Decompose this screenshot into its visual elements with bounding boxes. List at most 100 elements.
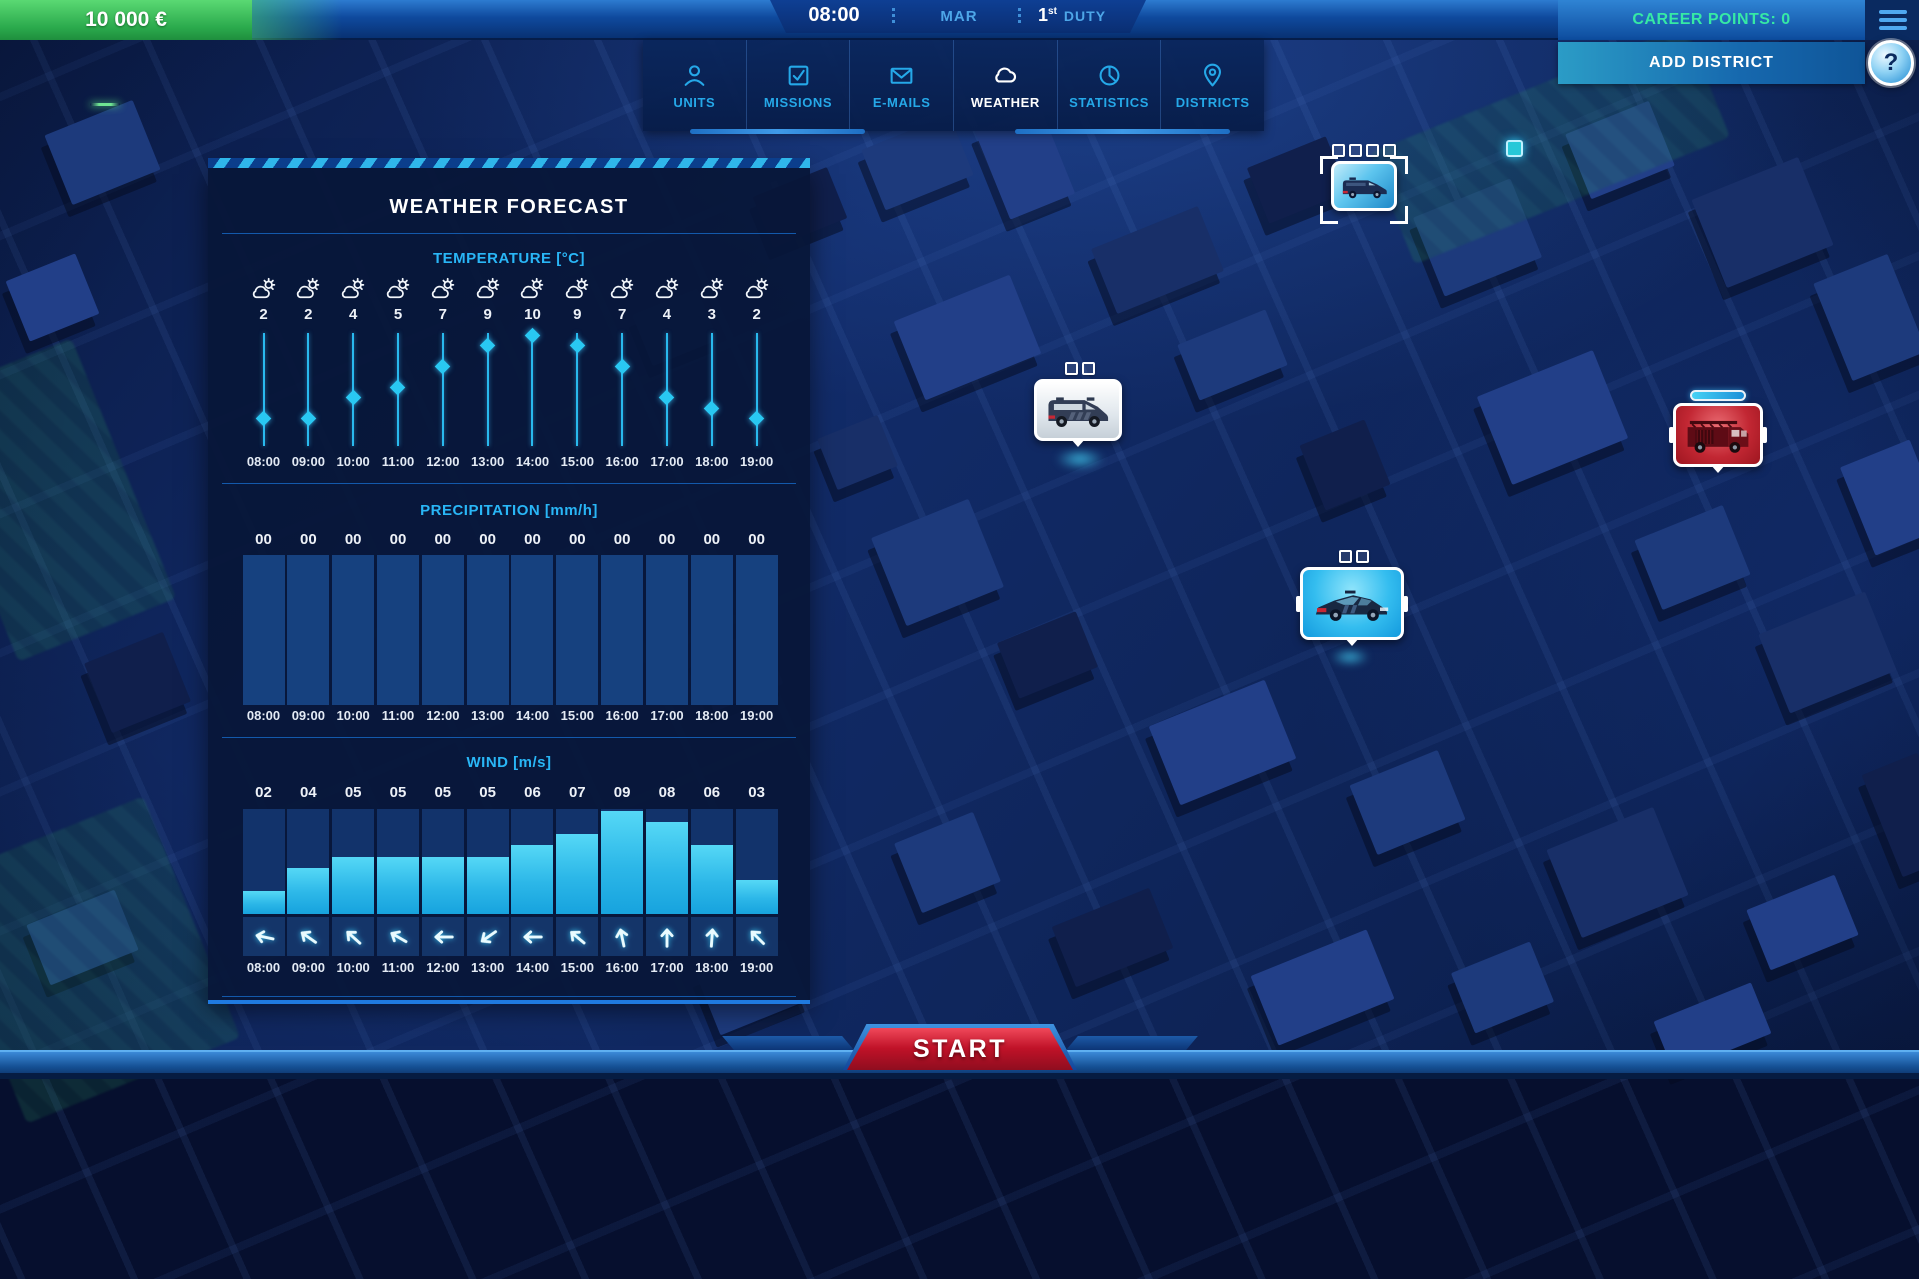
partly-cloudy-icon [609, 276, 636, 308]
wind-bar [332, 856, 375, 914]
money-value: 10 000 € [85, 8, 167, 31]
person-icon [684, 64, 705, 86]
temperature-value: 9 [483, 306, 492, 323]
temperature-slider[interactable] [621, 333, 624, 446]
checkbox-icon [788, 65, 808, 85]
temperature-slider[interactable] [352, 333, 355, 446]
temperature-slider[interactable] [710, 333, 713, 446]
temperature-value: 7 [438, 306, 447, 323]
start-button[interactable]: START [847, 1028, 1073, 1070]
tab-missions[interactable]: MISSIONS [747, 40, 851, 131]
temperature-slider[interactable] [531, 333, 534, 446]
wind-bar [287, 868, 330, 914]
wind-bar [376, 856, 419, 914]
temperature-slider[interactable] [441, 333, 444, 446]
precipitation-bar [242, 555, 285, 705]
time-label: 14:00 [515, 708, 550, 723]
menu-icon[interactable] [1879, 10, 1907, 30]
precipitation-bar [601, 555, 644, 705]
wind-direction-cell [690, 917, 733, 956]
unit-marker-box [1296, 567, 1408, 646]
wind-bar [735, 879, 778, 914]
time-label: 13:00 [471, 454, 505, 469]
temperature-marker [390, 379, 406, 396]
marker-notch [1296, 595, 1301, 612]
time-label: 19:00 [740, 454, 774, 469]
wind-arrow-icon [390, 929, 408, 943]
precipitation-section-title: PRECIPITATION [mm/h] [420, 502, 598, 519]
temperature-marker [300, 410, 317, 427]
top-hud-bar: 10 000 € 08:00 MAR 1st DUTY CAREER POINTS… [0, 0, 1919, 40]
wind-arrow-icon [434, 929, 454, 944]
time-label: 10:00 [336, 960, 370, 975]
precipitation-value: 00 [344, 531, 362, 548]
decor-glow-line [90, 103, 120, 106]
precipitation-bar [287, 555, 330, 705]
wind-value: 07 [568, 784, 586, 801]
weather-column: 4 17:00 00 17:00 08 17:00 [645, 168, 689, 1004]
main-nav-tabs: UNITS MISSIONS E-MAILS WEATHER STATISTIC… [643, 40, 1264, 131]
tab-weather[interactable]: WEATHER [954, 40, 1058, 131]
tab-units[interactable]: UNITS [643, 40, 747, 131]
temperature-marker [569, 337, 586, 354]
divider [222, 483, 796, 484]
time-label: 17:00 [650, 708, 684, 723]
temperature-marker [255, 410, 272, 427]
precipitation-bar [421, 555, 464, 705]
tab-statistics[interactable]: STATISTICS [1058, 40, 1162, 131]
precipitation-bar [466, 555, 509, 705]
time-label: 10:00 [336, 454, 370, 469]
temperature-slider[interactable] [755, 333, 758, 446]
question-mark-icon: ? [1883, 49, 1899, 76]
panel-striped-header [208, 158, 810, 168]
divider [222, 233, 796, 234]
partly-cloudy-icon [564, 276, 591, 308]
weather-column: 2 19:00 00 19:00 03 19:00 [735, 168, 779, 1004]
wind-bar [690, 845, 733, 914]
temperature-value: 5 [393, 306, 403, 323]
time-label: 13:00 [471, 708, 505, 723]
time-label: 10:00 [336, 708, 370, 723]
time-label: 12:00 [426, 454, 460, 469]
precipitation-value: 00 [479, 531, 496, 548]
wind-arrow-icon [480, 929, 497, 943]
pie-chart-icon [1099, 65, 1119, 85]
time-label: 12:00 [426, 960, 460, 975]
wind-direction-cell [556, 917, 599, 956]
wind-arrow-icon [750, 930, 765, 945]
add-district-button[interactable]: ADD DISTRICT [1558, 42, 1865, 84]
help-button[interactable]: ? [1868, 40, 1914, 86]
temperature-slider[interactable] [307, 333, 310, 446]
time-bar: 08:00 MAR 1st DUTY [770, 0, 1146, 33]
temperature-value: 3 [707, 306, 716, 323]
tab-districts[interactable]: DISTRICTS [1161, 40, 1264, 131]
weather-column: 10 14:00 00 14:00 06 14:00 [510, 168, 554, 1004]
wind-bar-track [556, 809, 599, 914]
wind-direction-cell [735, 917, 778, 956]
fire-truck-marker[interactable] [1669, 390, 1767, 473]
time-label: 18:00 [695, 454, 729, 469]
temperature-slider[interactable] [262, 333, 265, 446]
wind-bar [466, 856, 509, 914]
career-points-display: CAREER POINTS: 0 [1558, 0, 1865, 40]
time-label: 16:00 [605, 708, 639, 723]
police-car-marker[interactable] [1296, 550, 1408, 646]
precipitation-bar [690, 555, 733, 705]
police-van-marker-selected[interactable] [1320, 144, 1408, 224]
wind-section-title: WIND [m/s] [466, 754, 552, 771]
time-label: 11:00 [381, 454, 415, 469]
precipitation-value: 00 [748, 531, 765, 548]
temperature-slider[interactable] [486, 333, 489, 446]
temperature-slider[interactable] [576, 333, 579, 446]
precipitation-value: 00 [255, 531, 272, 548]
wind-value: 09 [613, 784, 631, 801]
weather-column: 7 12:00 00 12:00 05 12:00 [421, 168, 465, 1004]
temperature-marker [659, 389, 675, 406]
tab-emails[interactable]: E-MAILS [850, 40, 955, 131]
partly-cloudy-icon [295, 276, 322, 308]
temperature-value: 2 [304, 306, 313, 323]
marker-pointer [1070, 438, 1086, 447]
temperature-slider[interactable] [665, 333, 668, 446]
partly-cloudy-icon [653, 276, 680, 308]
police-van-marker[interactable] [1034, 362, 1126, 447]
